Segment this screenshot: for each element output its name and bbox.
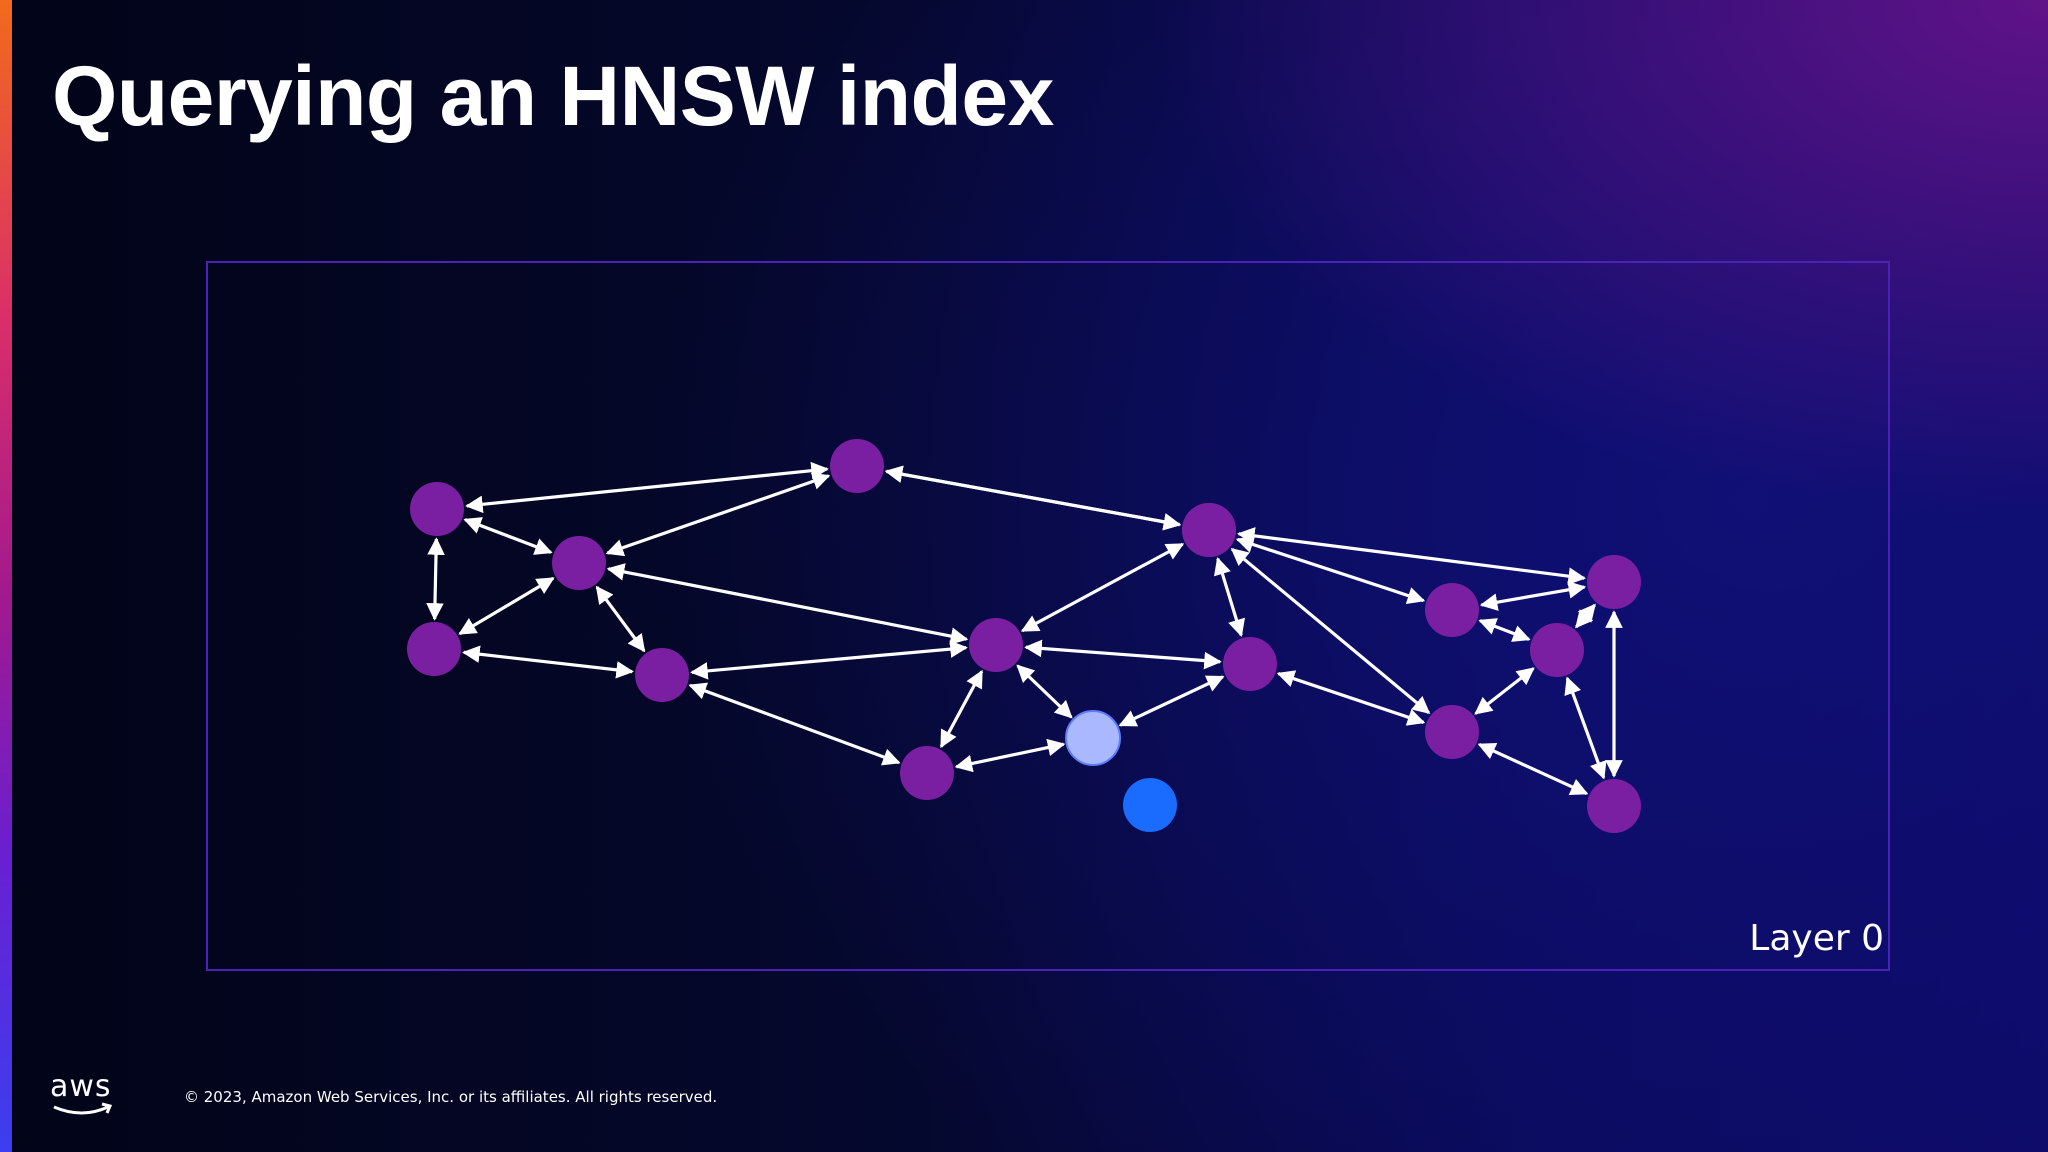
accent-bar [0, 0, 12, 1152]
graph-node-n9 [1182, 503, 1236, 557]
graph-edge-n8-n10 [1024, 639, 1222, 670]
graph-edge-n8-n9 [1020, 542, 1185, 633]
graph-edge-n8-n6 [939, 669, 984, 749]
graph-edge-n12-n13 [1575, 603, 1596, 629]
aws-logo: aws [50, 1069, 116, 1119]
graph-edge-n2-n9 [884, 465, 1182, 531]
copyright-text: © 2023, Amazon Web Services, Inc. or its… [184, 1088, 718, 1106]
graph-node-n12 [1587, 555, 1641, 609]
graph-edge-n13-n14 [1474, 667, 1535, 715]
graph-edge-n3-n4 [458, 576, 555, 636]
nodes-layer [407, 439, 1641, 833]
graph-edge-n3-n2 [605, 472, 831, 557]
graph-edge-n13-n15 [1564, 676, 1607, 780]
graph-node-n15 [1587, 779, 1641, 833]
graph-edge-n1-n4 [426, 537, 445, 621]
edges-layer [426, 461, 1623, 795]
graph-node-n10 [1223, 637, 1277, 691]
graph-edge-n1-n2 [465, 461, 829, 514]
graph-edge-n9-n11 [1235, 535, 1426, 605]
layer-0-box: Layer 0 [206, 261, 1890, 971]
query-point [1123, 778, 1177, 832]
graph-node-n4 [407, 622, 461, 676]
graph-node-n13 [1530, 623, 1584, 677]
graph-node-n5 [635, 648, 689, 702]
graph-edge-n14-n15 [1477, 743, 1589, 795]
graph-edge-n3-n5 [595, 585, 646, 653]
graph-node-n6 [900, 746, 954, 800]
graph-edge-n1-n3 [463, 517, 553, 555]
slide-title: Querying an HNSW index [52, 49, 1054, 143]
aws-logo-text: aws [50, 1069, 112, 1104]
graph-node-n11 [1425, 583, 1479, 637]
graph-edge-c-n10 [1118, 675, 1225, 727]
graph-edge-n14-n10 [1276, 670, 1426, 726]
graph-edge-n8-n5 [690, 640, 968, 680]
graph-node-n14 [1425, 705, 1479, 759]
graph-edge-n6-c [954, 738, 1066, 773]
graph-node-n2 [830, 439, 884, 493]
graph-edge-n9-n12 [1237, 527, 1586, 585]
graph-node-n3 [552, 536, 606, 590]
graph-node-n8 [969, 618, 1023, 672]
graph-edge-n9-n10 [1213, 557, 1246, 637]
layer-label: Layer 0 [1749, 918, 1884, 959]
aws-smile-icon [53, 1102, 113, 1115]
graph-edge-n4-n5 [462, 645, 634, 679]
graph-edge-n5-n6 [688, 682, 901, 766]
graph-edge-n8-c [1016, 664, 1073, 719]
graph-edge-n13-n11 [1478, 618, 1531, 642]
graph-edge-n11-n12 [1479, 581, 1587, 611]
graph-edge-n3-n8 [606, 563, 969, 645]
graph-node-n1 [410, 482, 464, 536]
current-node [1065, 710, 1121, 766]
